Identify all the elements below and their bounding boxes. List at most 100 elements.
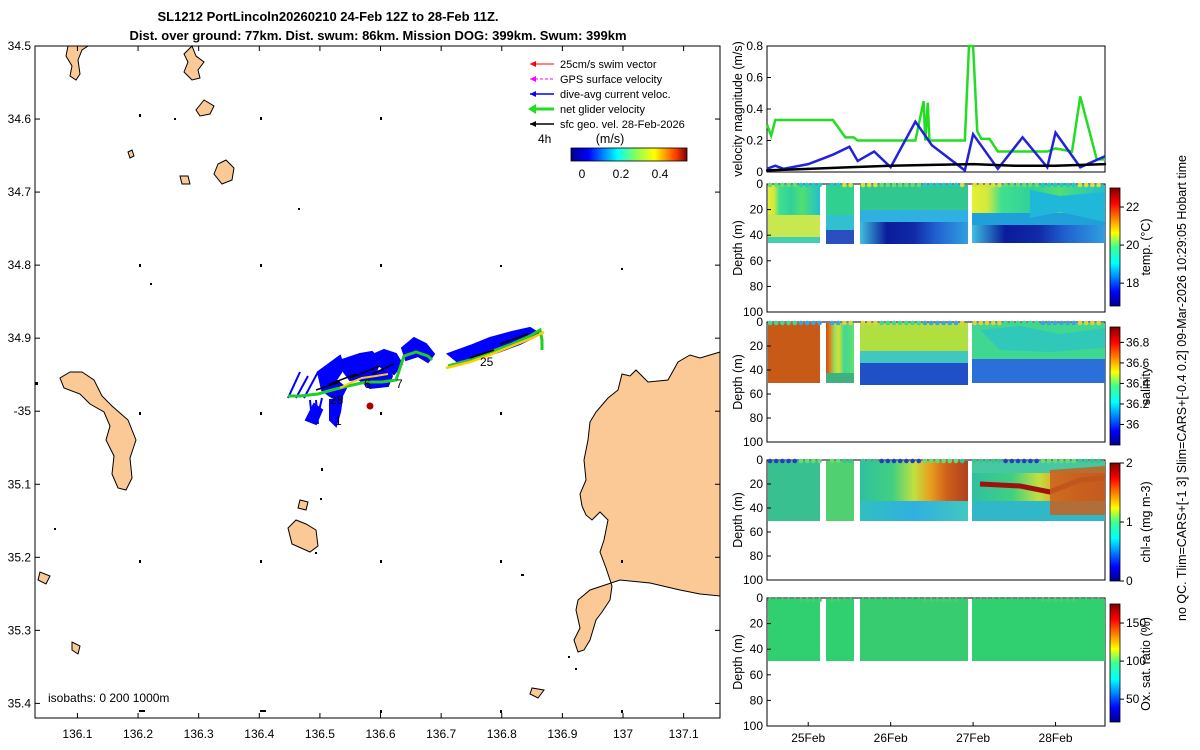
profile-dot	[1071, 458, 1077, 464]
velocity-point	[765, 169, 769, 172]
profile-dot	[1046, 182, 1052, 188]
profile-dot	[860, 182, 866, 188]
profile-dot	[1096, 458, 1101, 464]
day-label-1: 1	[335, 414, 342, 428]
profile-dot	[941, 458, 946, 464]
colorbar-tick-label: 36.6	[1126, 356, 1150, 370]
profile-dot	[990, 182, 996, 188]
profile-dot	[1015, 320, 1021, 326]
profile-dot	[891, 597, 897, 603]
colorbar-tick-label: 36.2	[1126, 397, 1150, 411]
profile-dot	[978, 320, 984, 326]
title-line-1: SL1212 PortLincoln20260210 24-Feb 12Z to…	[157, 9, 498, 24]
track-net-velocity	[288, 350, 434, 398]
velocity-point	[930, 163, 934, 167]
profile-dot	[997, 597, 1002, 603]
profile-dot	[866, 182, 872, 188]
depth-tick-label: 0	[756, 591, 763, 605]
profile-dot	[1040, 597, 1046, 603]
profile-dot	[780, 597, 785, 603]
map-x-tick-label: 136.9	[547, 727, 577, 741]
profile-dot	[990, 320, 996, 326]
velocity-series-line	[766, 119, 1106, 173]
chla-section	[768, 461, 1106, 521]
profile-dot	[773, 458, 779, 464]
profile-dot	[792, 597, 798, 603]
depth-tick-label: 40	[750, 363, 764, 377]
profile-dot	[811, 182, 816, 188]
colorbar-tick-label: 18	[1126, 276, 1140, 290]
map-legend: 25cm/s swim vector GPS surface velocity …	[528, 59, 688, 181]
depth-tick-label: 60	[750, 525, 764, 539]
map-x-tick-label: 136.6	[366, 727, 396, 741]
velocity-point	[889, 164, 892, 167]
profile-dot	[972, 597, 977, 603]
profile-dot	[798, 458, 804, 464]
land-island	[65, 45, 90, 81]
profile-dot	[817, 597, 822, 603]
profile-dot	[873, 320, 878, 326]
colorbar-tick-label: 0	[1126, 574, 1133, 588]
profile-dot	[904, 182, 909, 188]
profile-dot	[873, 458, 878, 464]
colorbar-tick: 0	[579, 167, 586, 181]
profile-dot	[997, 320, 1002, 326]
profile-dot	[848, 182, 853, 188]
profile-dot	[1021, 597, 1027, 603]
profile-dot	[1040, 458, 1046, 464]
profile-dot	[959, 597, 965, 603]
profile-dot	[804, 182, 810, 188]
velocity-point	[848, 166, 851, 169]
profile-dot	[767, 458, 773, 464]
profile-dot	[897, 182, 903, 188]
profile-dot	[780, 182, 785, 188]
velocity-ticks: 0 0.2 0.4 0.6 0.8	[746, 39, 771, 179]
depth-tick-label: 80	[750, 693, 764, 707]
temp-colorbar-label: temp. (°C)	[1139, 218, 1153, 275]
profile-dot	[842, 458, 847, 464]
side-info-label: no QC. Tlim=CARS+[-1 3] Slim=CARS+[-0.4 …	[1175, 155, 1189, 621]
map-y-tick-label: 34.8	[8, 258, 32, 272]
profile-dot	[879, 320, 884, 326]
profile-dot	[953, 320, 959, 326]
land-island	[179, 175, 191, 185]
date-tick-label: 27Feb	[956, 731, 990, 745]
map-small-rocks	[35, 114, 623, 713]
map-y-tick-label: 34.9	[8, 331, 32, 345]
velocity-ylabel: velocity magnitude (m/s)	[731, 41, 745, 176]
profile-dot	[891, 320, 897, 326]
profile-dot	[922, 182, 928, 188]
profile-dot	[1090, 320, 1095, 326]
profile-dot	[860, 458, 866, 464]
profile-dot	[984, 320, 990, 326]
oxygen-ticks: 0 20 40 60 80 100 Depth (m) 50 100 150	[731, 591, 1146, 733]
velocity-series	[765, 44, 1107, 173]
profile-dot	[1052, 320, 1058, 326]
profile-dot	[792, 458, 798, 464]
profile-dot	[941, 597, 946, 603]
profile-dot	[891, 458, 897, 464]
glider-position-marker	[366, 402, 374, 410]
profile-dot	[873, 597, 878, 603]
colorbar-tick-label: 2	[1126, 456, 1133, 470]
profile-dot	[1065, 182, 1070, 188]
colorbar-tick-label: 1	[1126, 515, 1133, 529]
legend-swim-vector: 25cm/s swim vector	[560, 59, 657, 71]
land-island	[213, 159, 235, 185]
title-line-2: Dist. over ground: 77km. Dist. swum: 86k…	[129, 28, 626, 43]
temp-section	[768, 185, 1105, 244]
depth-tick-label: 100	[743, 305, 763, 319]
profile-dot	[767, 182, 773, 188]
depth-tick-label: 0	[756, 177, 763, 191]
colorbar-tick-label: 36.4	[1126, 376, 1150, 390]
salinity-colorbar	[1109, 326, 1121, 446]
profile-dot	[910, 458, 915, 464]
map-y-tick-label: 34.5	[8, 39, 32, 53]
velocity-point	[1103, 162, 1107, 166]
colorbar-tick-label: 150	[1126, 616, 1146, 630]
depth-tick-label: 100	[743, 435, 763, 449]
temperature-panel: 0 20 40 60 80 100 Depth (m) 18 20 22 temp. (°C)	[731, 177, 1153, 319]
profile-dot	[866, 458, 872, 464]
profile-dot	[773, 320, 779, 326]
profile-dot	[786, 458, 791, 464]
